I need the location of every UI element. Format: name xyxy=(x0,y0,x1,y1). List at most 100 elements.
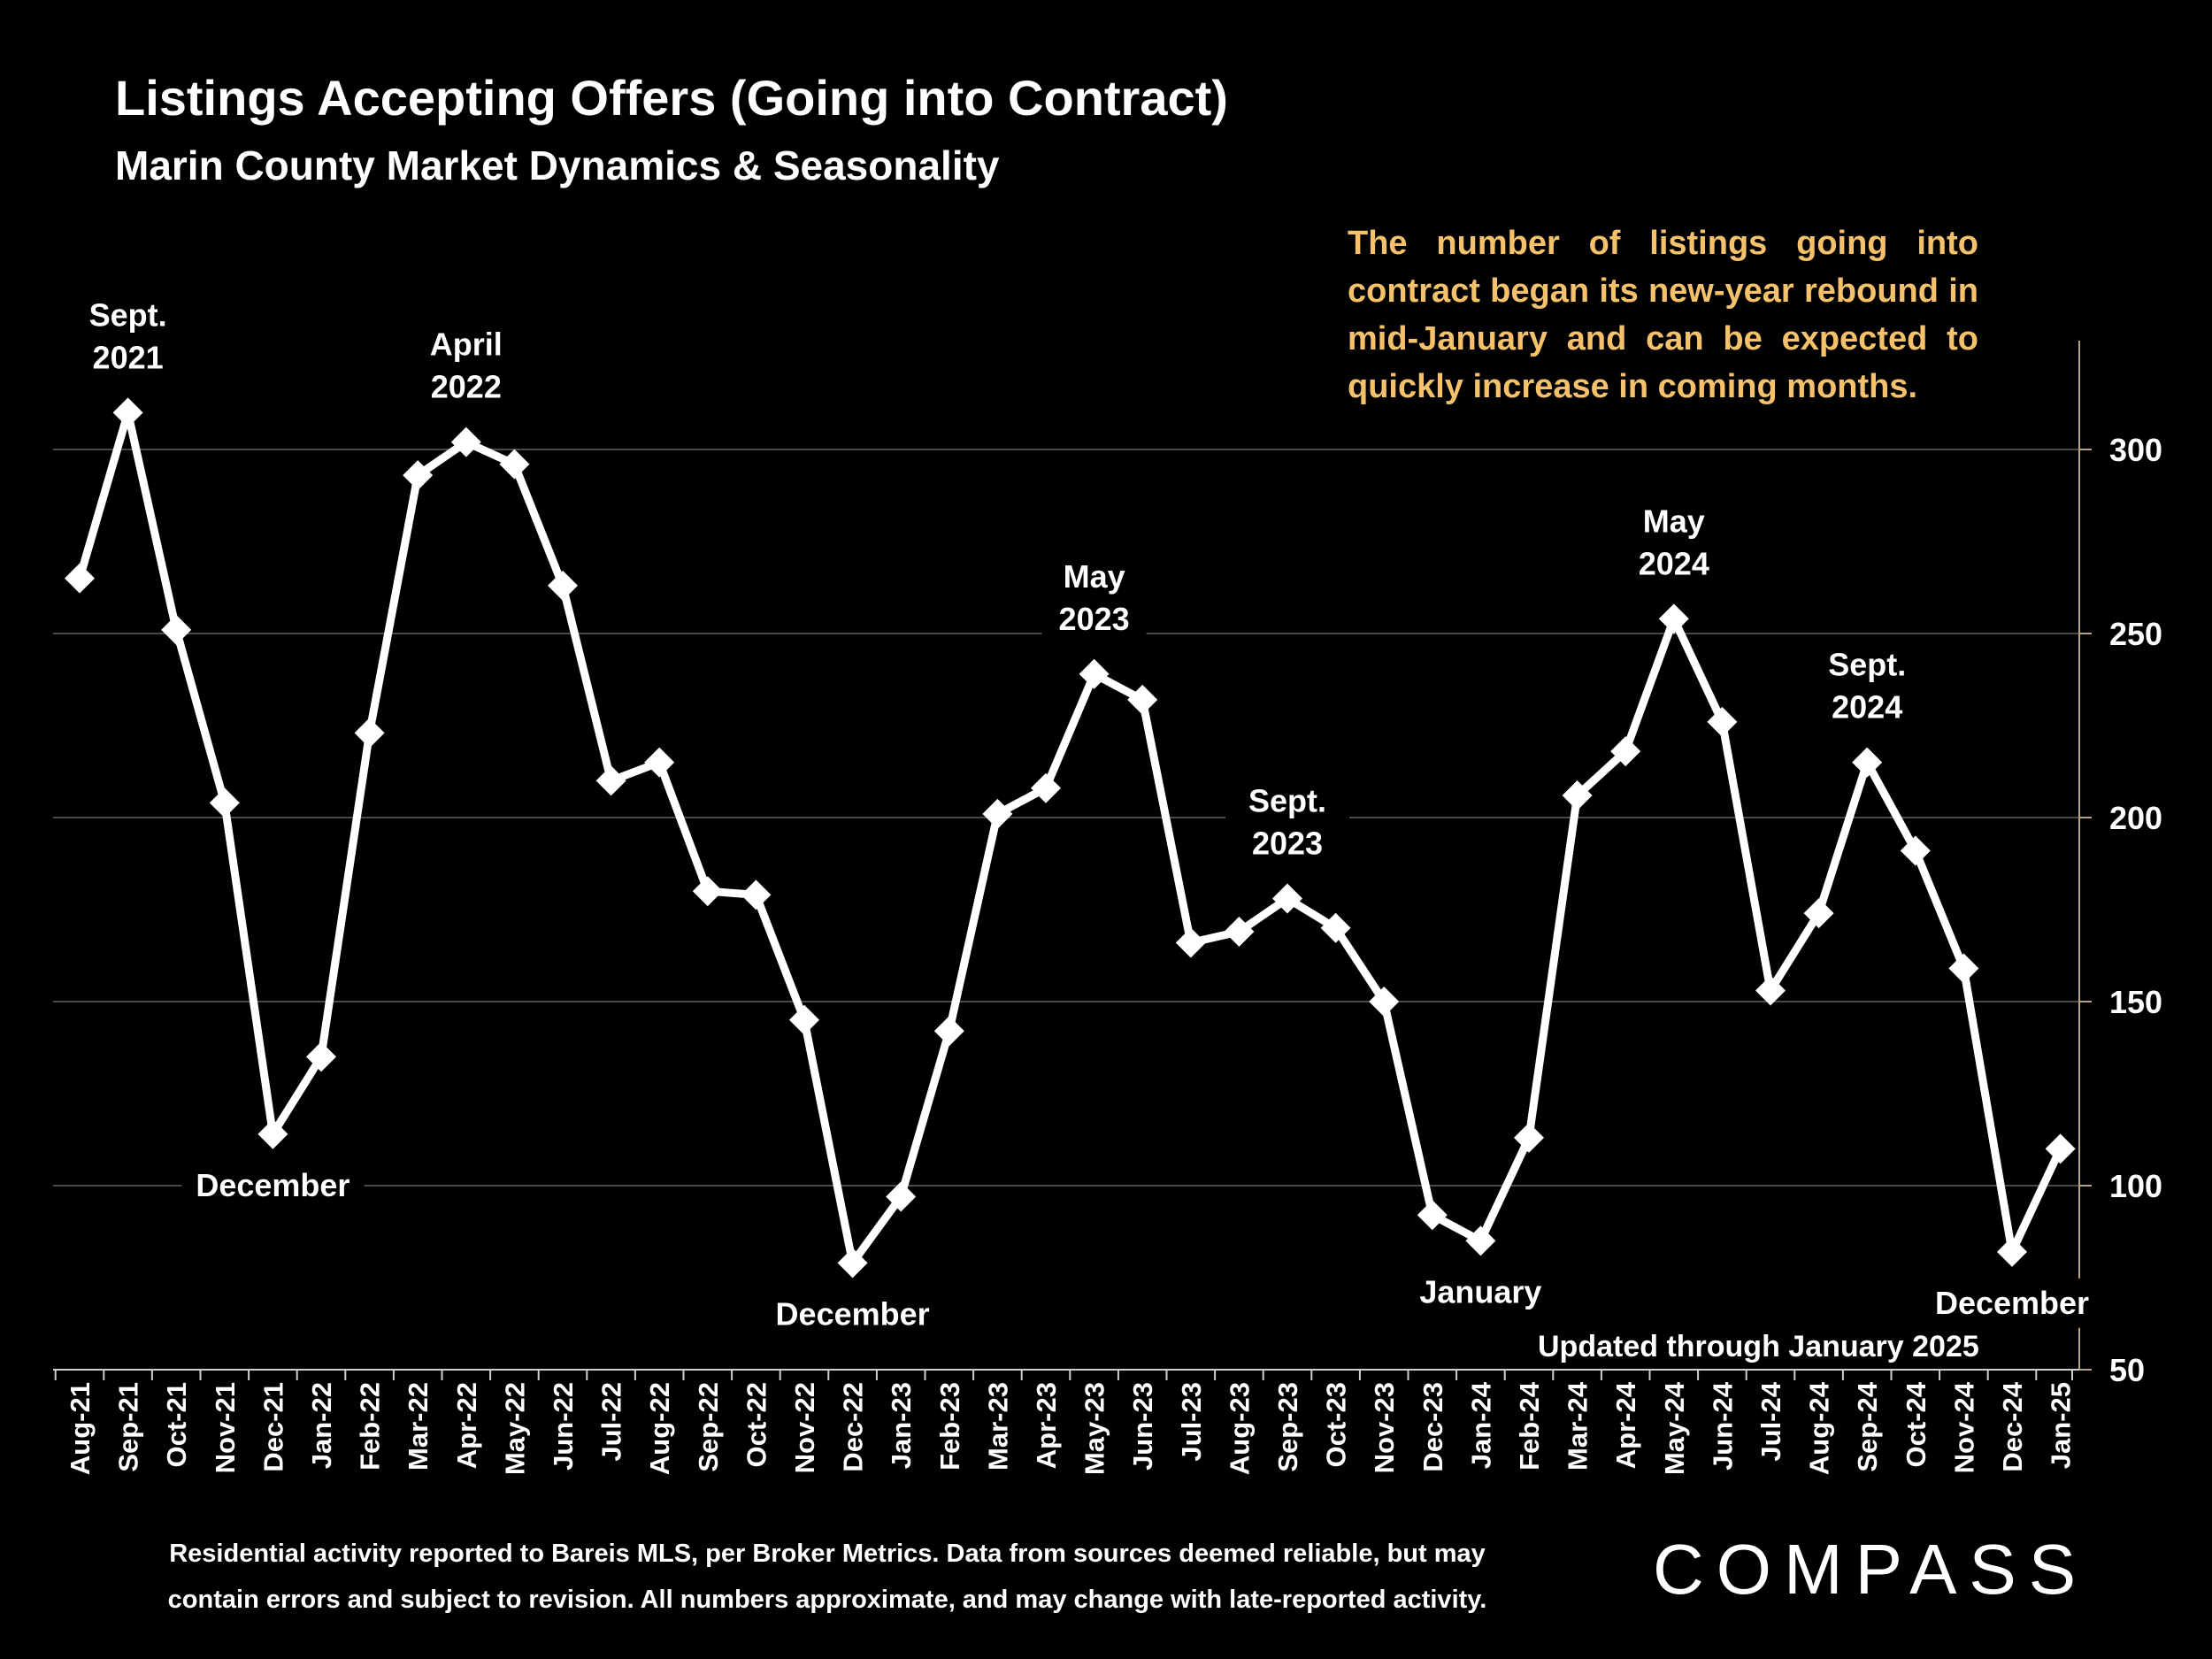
data-point-Jul-23 xyxy=(1175,927,1206,958)
data-point-Feb-24 xyxy=(1514,1122,1544,1153)
annotation-backdrop xyxy=(1399,1267,1563,1317)
annotation-label: 2023 xyxy=(1252,826,1323,862)
data-point-Dec-22 xyxy=(837,1248,868,1279)
data-point-Aug-24 xyxy=(1803,898,1834,929)
annotation-label: 2022 xyxy=(431,369,502,405)
data-point-Apr-22 xyxy=(450,426,481,457)
y-tick-label: 250 xyxy=(2109,616,2162,652)
annotation-label: January xyxy=(1419,1273,1541,1310)
x-tick-label: Aug-22 xyxy=(644,1382,675,1475)
data-point-Aug-21 xyxy=(65,563,95,594)
annotation-label: April xyxy=(430,326,503,363)
x-tick-label: Apr-24 xyxy=(1610,1381,1641,1469)
x-tick-label: Jan-25 xyxy=(2046,1382,2077,1469)
annotation-label: December xyxy=(196,1167,349,1203)
chart-subtitle: Marin County Market Dynamics & Seasonali… xyxy=(115,142,1000,188)
x-tick-label: Jun-23 xyxy=(1127,1382,1158,1471)
x-tick-label: Sep-23 xyxy=(1272,1382,1303,1472)
y-tick-label: 150 xyxy=(2109,984,2162,1020)
data-point-Apr-24 xyxy=(1610,736,1641,767)
x-tick-label: Jun-22 xyxy=(548,1382,579,1471)
annotation-label: 2021 xyxy=(93,339,164,375)
y-tick-label: 100 xyxy=(2109,1168,2162,1204)
data-point-Jan-23 xyxy=(886,1181,917,1212)
data-point-Jan-25 xyxy=(2045,1133,2076,1164)
annotation-label: May xyxy=(1643,503,1705,539)
data-point-Jul-22 xyxy=(595,765,626,796)
data-point-Aug-23 xyxy=(1224,916,1255,947)
data-point-May-22 xyxy=(499,449,530,480)
annotation-backdrop xyxy=(1921,1278,2103,1328)
annotation-label: Sept. xyxy=(1248,783,1326,819)
x-tick-label: Oct-22 xyxy=(741,1382,772,1467)
series-line xyxy=(65,397,2076,1279)
annotation-label: 2023 xyxy=(1059,601,1130,637)
data-point-Dec-23 xyxy=(1417,1200,1448,1231)
annotation-backdrop xyxy=(1041,551,1147,644)
annotation-label: Sept. xyxy=(89,296,167,333)
x-tick-label: Feb-22 xyxy=(355,1382,386,1471)
annotation-label: Sept. xyxy=(1828,647,1906,683)
x-tick-label: Jun-24 xyxy=(1707,1381,1738,1471)
x-tick-label: May-24 xyxy=(1659,1381,1690,1475)
compass-logo: COMPASS xyxy=(1653,1530,2089,1609)
annotation-backdrop xyxy=(403,319,528,412)
annotation-label: 2024 xyxy=(1832,689,1902,726)
data-point-Nov-24 xyxy=(1948,953,1979,984)
series-polyline xyxy=(75,408,2064,1267)
callout-text: The number of listings going into contra… xyxy=(1348,225,1978,405)
data-point-Jun-23 xyxy=(1127,684,1158,715)
x-tick-label: Apr-22 xyxy=(451,1382,482,1469)
x-tick-label: Nov-23 xyxy=(1369,1382,1400,1473)
x-tick-label: Oct-23 xyxy=(1321,1382,1352,1467)
x-tick-label: Jan-22 xyxy=(306,1382,337,1469)
x-tick-label: Mar-23 xyxy=(982,1382,1013,1471)
x-tick-label: Nov-24 xyxy=(1948,1381,1979,1473)
data-point-Sep-24 xyxy=(1852,747,1883,778)
y-axis: 50 100 150 200 250 300 xyxy=(2078,341,2162,1388)
annotation-backdrop xyxy=(761,1289,944,1340)
annotation-label: December xyxy=(776,1295,930,1332)
updated-note: Updated through January 2025 xyxy=(1538,1330,1979,1363)
footnote-line-2: contain errors and subject to revision. … xyxy=(167,1586,1487,1614)
x-tick-label: Dec-22 xyxy=(838,1382,869,1472)
y-tick-label: 50 xyxy=(2109,1352,2145,1388)
data-point-Sep-22 xyxy=(692,876,723,907)
x-tick-label: Mar-24 xyxy=(1563,1381,1594,1471)
data-point-Oct-21 xyxy=(161,614,192,645)
data-point-Feb-23 xyxy=(933,1016,964,1047)
data-point-Jun-22 xyxy=(548,570,578,601)
annotation-backdrop xyxy=(1621,496,1726,589)
x-tick-label: Oct-21 xyxy=(161,1382,192,1467)
data-point-Jan-24 xyxy=(1465,1225,1496,1256)
annotation-backdrop xyxy=(181,1160,365,1210)
data-point-Oct-22 xyxy=(741,879,772,910)
x-tick-label: May-22 xyxy=(499,1382,530,1475)
annotations: Sept. 2021 December April 2022 December May 202… xyxy=(65,290,2103,1340)
x-tick-label: Aug-24 xyxy=(1804,1381,1835,1475)
x-tick-label: Feb-24 xyxy=(1514,1381,1545,1471)
x-tick-label: Dec-23 xyxy=(1417,1382,1448,1472)
x-tick-label: Dec-21 xyxy=(257,1382,288,1472)
x-tick-label: Sep-21 xyxy=(113,1382,144,1472)
annotation-backdrop xyxy=(65,290,190,383)
x-tick-label: Sep-22 xyxy=(693,1382,724,1472)
x-tick-label: Aug-21 xyxy=(65,1382,96,1475)
annotation-label: 2024 xyxy=(1639,545,1709,581)
data-point-Nov-21 xyxy=(209,787,240,818)
x-tick-label: Mar-22 xyxy=(403,1382,434,1471)
data-point-Oct-23 xyxy=(1320,912,1351,943)
data-point-Apr-23 xyxy=(1031,772,1061,803)
footnote-line-1: Residential activity reported to Bareis … xyxy=(169,1540,1486,1568)
data-point-Mar-22 xyxy=(403,460,434,491)
x-tick-label: Dec-24 xyxy=(1997,1381,2028,1471)
x-tick-label: Jul-23 xyxy=(1176,1382,1207,1462)
data-point-Mar-23 xyxy=(982,798,1013,829)
data-point-Jan-22 xyxy=(306,1041,336,1072)
x-tick-label: Aug-23 xyxy=(1224,1382,1255,1475)
data-point-Dec-21 xyxy=(257,1118,288,1149)
data-point-Sep-23 xyxy=(1272,883,1302,914)
footnote: Residential activity reported to Bareis … xyxy=(97,1531,1557,1623)
data-point-Nov-22 xyxy=(789,1004,819,1035)
data-point-Mar-24 xyxy=(1562,780,1593,811)
